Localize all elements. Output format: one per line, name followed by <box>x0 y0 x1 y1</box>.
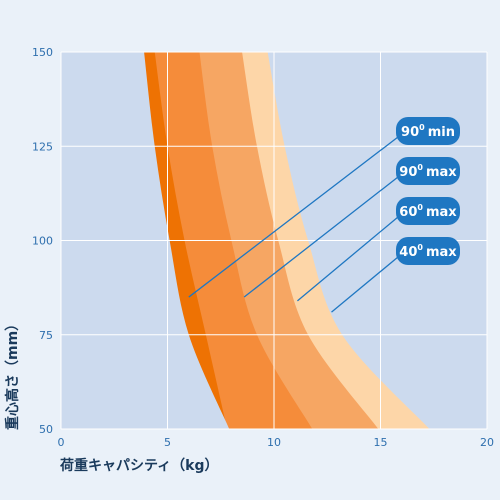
callout-label: 400 max <box>396 237 460 265</box>
x-tick-label: 15 <box>374 436 388 449</box>
x-tick-label: 10 <box>267 436 281 449</box>
callout-angle: 90 <box>401 125 419 140</box>
callout-text: 900 min <box>401 123 455 140</box>
callout-angle: 90 <box>399 165 417 180</box>
callout-label: 900 min <box>396 117 460 145</box>
callout-leader-line <box>188 136 399 298</box>
callout-leader-line <box>297 216 399 302</box>
y-tick-labels: 50 75 100 125 150 <box>32 46 53 436</box>
callout-box <box>396 237 460 265</box>
callout-degree-mark: 0 <box>417 243 423 252</box>
y-axis-title: 重心高さ（mm） <box>4 317 21 430</box>
callout-box <box>396 117 460 145</box>
callout-angle: 40 <box>399 245 417 260</box>
callout-leader-line <box>331 256 399 313</box>
callout-label: 900 max <box>396 157 460 185</box>
callout-label: 600 max <box>396 197 460 225</box>
callout-lines <box>188 136 399 313</box>
callout-degree-mark: 0 <box>419 123 425 132</box>
x-axis-title: 荷重キャパシティ（kg） <box>59 457 219 474</box>
callout-text: 900 max <box>399 163 457 180</box>
y-tick-label: 100 <box>32 235 53 248</box>
callout-angle: 60 <box>399 205 417 220</box>
callout-box <box>396 197 460 225</box>
x-tick-labels: 0 5 10 15 20 <box>58 436 495 449</box>
callout-word: min <box>428 125 455 140</box>
callout-degree-mark: 0 <box>417 163 423 172</box>
x-tick-label: 5 <box>164 436 171 449</box>
callout-word: max <box>426 205 457 220</box>
y-tick-label: 75 <box>39 329 53 342</box>
y-tick-label: 50 <box>39 423 53 436</box>
callout-text: 400 max <box>399 243 457 260</box>
callout-word: max <box>426 165 457 180</box>
y-tick-label: 150 <box>32 46 53 59</box>
callout-box <box>396 157 460 185</box>
callout-leader-line <box>243 176 399 298</box>
callout-word: max <box>426 245 457 260</box>
callout-degree-mark: 0 <box>417 203 423 212</box>
x-tick-label: 0 <box>58 436 65 449</box>
callout-text: 600 max <box>399 203 457 220</box>
y-tick-label: 125 <box>32 140 53 153</box>
x-tick-label: 20 <box>480 436 494 449</box>
